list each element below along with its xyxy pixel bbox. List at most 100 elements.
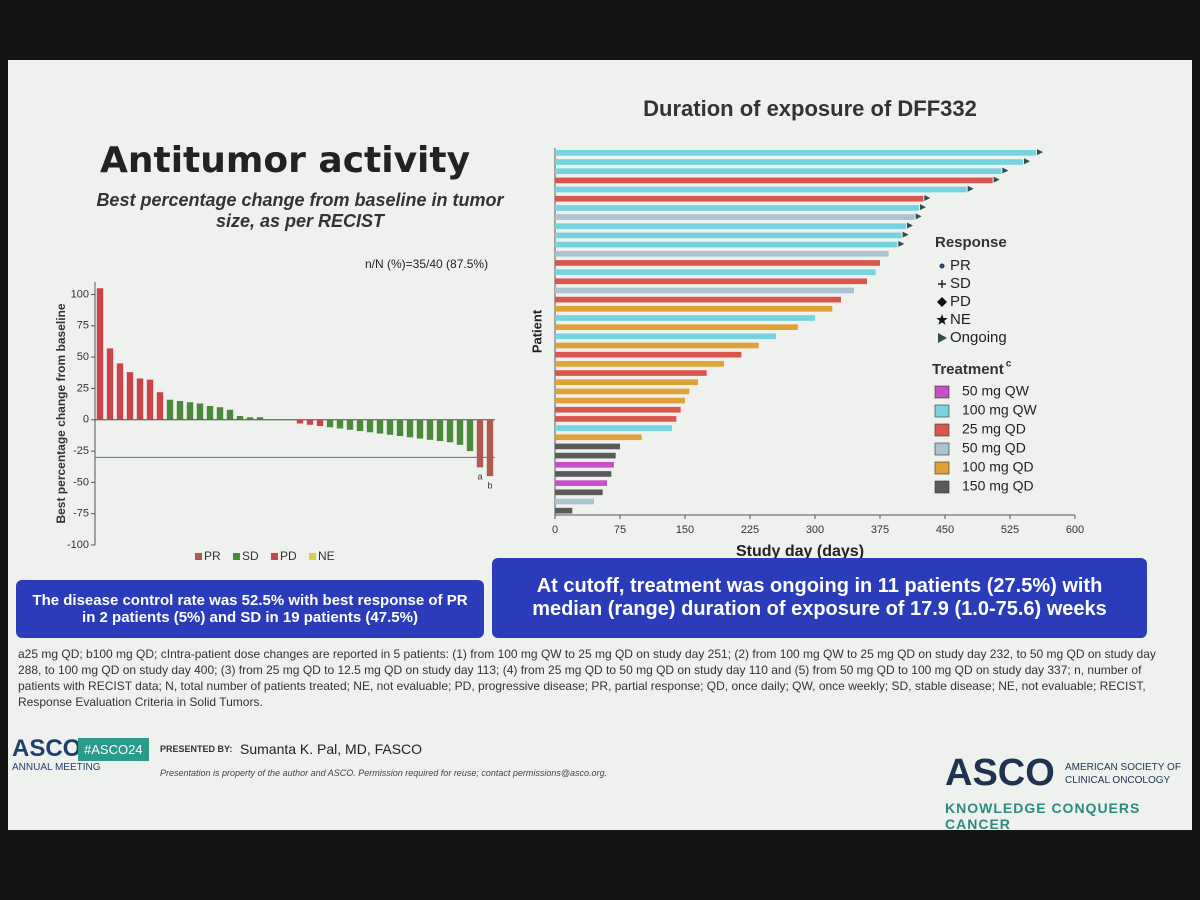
legend-label: NE xyxy=(950,311,971,328)
legend-label: SD xyxy=(242,549,259,563)
ongoing-arrow xyxy=(924,194,931,201)
bar xyxy=(416,419,424,439)
exposure-bar xyxy=(555,416,677,422)
asco-name: CLINICAL ONCOLOGY xyxy=(1065,775,1171,786)
legend-swatch xyxy=(309,553,316,560)
bar xyxy=(176,400,184,420)
y-tick-label: 75 xyxy=(77,320,89,332)
legend-label: 150 mg QD xyxy=(962,478,1034,494)
legend-label: PD xyxy=(280,549,297,563)
legend-label: 25 mg QD xyxy=(962,421,1026,437)
exposure-bar xyxy=(555,205,919,211)
bar xyxy=(186,402,194,420)
bar xyxy=(476,419,484,468)
summary-box: At cutoff, treatment was ongoing in 11 p… xyxy=(492,558,1147,638)
legend-label: SD xyxy=(950,275,971,292)
legend-symbol xyxy=(939,263,945,269)
bar xyxy=(406,419,414,438)
y-tick-label: -75 xyxy=(73,508,89,520)
legend-swatch xyxy=(934,461,950,475)
legend-symbol xyxy=(938,333,947,343)
ongoing-arrow xyxy=(967,185,974,192)
exposure-bar xyxy=(555,489,603,496)
exposure-bar xyxy=(555,260,880,266)
ongoing-arrow xyxy=(915,213,922,220)
exposure-bar xyxy=(555,507,573,514)
x-tick-label: 450 xyxy=(936,524,954,536)
summary-box: The disease control rate was 52.5% with … xyxy=(16,580,484,638)
bar xyxy=(336,419,344,429)
legend-label: 50 mg QD xyxy=(962,440,1026,456)
exposure-bar xyxy=(555,186,967,193)
y-tick-label: -25 xyxy=(73,445,89,457)
exposure-bar xyxy=(555,305,833,312)
exposure-bar xyxy=(555,177,993,184)
bar xyxy=(346,419,354,430)
presenter: Sumanta K. Pal, MD, FASCO xyxy=(240,741,423,757)
bar xyxy=(366,419,374,433)
legend-label: 50 mg QW xyxy=(962,383,1030,399)
x-tick-label: 300 xyxy=(806,524,824,536)
bar xyxy=(326,419,334,428)
notice: Presentation is property of the author a… xyxy=(160,768,608,778)
exposure-bar xyxy=(555,471,612,477)
bar-note: b xyxy=(487,480,492,490)
legend-symbol xyxy=(937,297,947,307)
asco-name: AMERICAN SOCIETY OF xyxy=(1065,762,1181,773)
legend-symbol xyxy=(936,314,948,325)
bar xyxy=(466,419,474,452)
ongoing-arrow xyxy=(898,240,905,247)
exposure-bar xyxy=(555,241,898,248)
exposure-bar xyxy=(555,150,1036,156)
bar xyxy=(126,372,134,420)
ongoing-arrow xyxy=(1024,158,1030,165)
exposure-bar xyxy=(555,461,614,468)
exposure-bar xyxy=(555,361,724,367)
legend-title: Response xyxy=(935,234,1007,251)
bar xyxy=(216,407,224,420)
bar xyxy=(226,409,234,420)
bar xyxy=(356,419,364,432)
bar xyxy=(376,419,384,434)
bar xyxy=(276,419,284,421)
bar xyxy=(206,405,214,420)
bar xyxy=(136,378,144,420)
meeting-sub: ANNUAL MEETING xyxy=(12,762,101,773)
exposure-bar xyxy=(555,443,620,450)
legend-swatch xyxy=(233,553,240,560)
exposure-bar xyxy=(555,159,1023,165)
x-tick-label: 525 xyxy=(1001,524,1019,536)
legend-swatch xyxy=(934,404,950,418)
bar xyxy=(436,419,444,442)
exposure-bar xyxy=(555,333,776,340)
legend-swatch xyxy=(271,553,278,560)
x-tick-label: 375 xyxy=(871,524,889,536)
y-axis-label: Patient xyxy=(529,309,544,353)
exposure-bar xyxy=(555,397,685,404)
tagline: KNOWLEDGE CONQUERS CANCER xyxy=(945,800,1141,832)
x-tick-label: 150 xyxy=(676,524,694,536)
legend-swatch xyxy=(934,423,950,437)
legend-label: PR xyxy=(950,257,971,274)
y-tick-label: 50 xyxy=(77,351,89,363)
exposure-bar xyxy=(555,351,742,358)
y-tick-label: -50 xyxy=(73,476,89,488)
ongoing-arrow xyxy=(902,231,909,238)
chart-title: Duration of exposure of DFF332 xyxy=(643,96,977,121)
exposure-bar xyxy=(555,498,594,505)
exposure-bar xyxy=(555,223,906,230)
legend-swatch xyxy=(934,385,950,399)
legend-label: NE xyxy=(318,549,335,563)
legend-label: 100 mg QW xyxy=(962,402,1037,418)
footnote: a25 mg QD; b100 mg QD; cIntra-patient do… xyxy=(18,647,1156,709)
slide-title: Antitumor activity xyxy=(100,140,471,181)
exposure-bar xyxy=(555,315,815,321)
annotation: n/N (%)=35/40 (87.5%) xyxy=(365,257,489,271)
bar xyxy=(386,419,394,435)
x-tick-label: 225 xyxy=(741,524,759,536)
x-tick-label: 75 xyxy=(614,524,626,536)
legend-swatch xyxy=(934,442,950,456)
legend-label: 100 mg QD xyxy=(962,459,1034,475)
chart-subtitle: Best percentage change from baseline in … xyxy=(96,190,504,231)
